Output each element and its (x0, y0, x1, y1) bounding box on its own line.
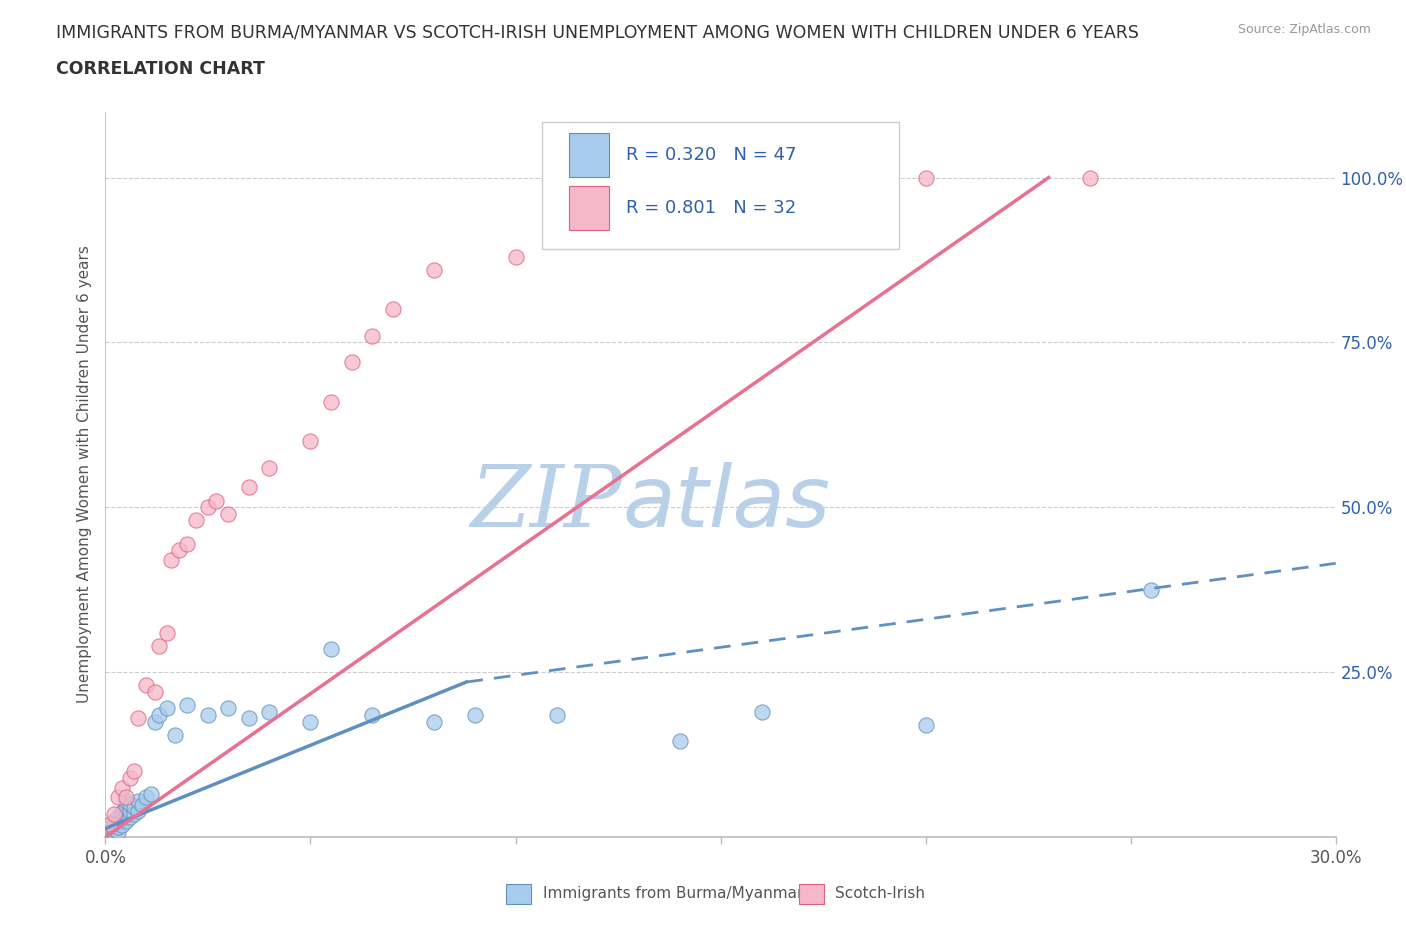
Point (127, 804, 149, 818)
Point (115, 806, 138, 821)
Point (238, 480, 260, 495)
Point (156, 625, 179, 640)
Point (103, 806, 125, 821)
Point (546, 708, 568, 723)
Point (340, 354, 363, 369)
Point (98, 817, 121, 831)
Point (115, 790, 138, 804)
Point (143, 684, 166, 699)
Point (422, 714, 444, 729)
Point (103, 826, 125, 841)
Text: CORRELATION CHART: CORRELATION CHART (56, 60, 266, 78)
Point (668, 734, 690, 749)
Point (120, 797, 141, 812)
Point (197, 708, 219, 723)
Text: atlas: atlas (621, 462, 830, 545)
Point (115, 800, 138, 815)
Point (107, 824, 129, 839)
Point (127, 793, 149, 808)
FancyBboxPatch shape (543, 123, 898, 249)
Point (148, 708, 170, 723)
Point (176, 698, 198, 712)
Point (127, 711, 149, 725)
Point (259, 460, 281, 475)
Bar (569, 133, 609, 177)
Point (107, 819, 129, 834)
Text: ZIP: ZIP (470, 462, 621, 545)
Text: Source: ZipAtlas.com: Source: ZipAtlas.com (1237, 23, 1371, 36)
Point (115, 813, 138, 828)
Point (107, 790, 129, 804)
Point (156, 701, 179, 716)
Point (165, 727, 187, 742)
Point (586, 200, 609, 215)
Point (120, 804, 141, 818)
Point (218, 507, 240, 522)
Point (381, 302, 404, 317)
Point (1140, 582, 1163, 597)
Point (135, 790, 157, 804)
Point (120, 770, 141, 785)
Point (710, 183, 733, 198)
Point (103, 813, 125, 828)
Point (122, 806, 145, 821)
Text: R = 0.801   N = 32: R = 0.801 N = 32 (626, 199, 796, 217)
Point (131, 798, 153, 813)
Point (1078, 170, 1101, 185)
Text: Immigrants from Burma/Myanmar: Immigrants from Burma/Myanmar (543, 886, 803, 901)
Point (111, 811, 134, 826)
Point (103, 817, 125, 831)
Point (464, 708, 486, 723)
Point (914, 170, 936, 185)
Y-axis label: Unemployment Among Women with Children Under 6 years: Unemployment Among Women with Children U… (77, 246, 93, 703)
Text: Scotch-Irish: Scotch-Irish (835, 886, 925, 901)
Point (107, 815, 129, 830)
Point (361, 708, 384, 723)
Text: IMMIGRANTS FROM BURMA/MYANMAR VS SCOTCH-IRISH UNEMPLOYMENT AMONG WOMEN WITH CHIL: IMMIGRANTS FROM BURMA/MYANMAR VS SCOTCH-… (56, 23, 1139, 41)
Point (218, 701, 240, 716)
Point (120, 810, 141, 825)
Text: R = 0.320   N = 47: R = 0.320 N = 47 (626, 146, 796, 164)
Point (914, 717, 936, 732)
Point (98, 826, 121, 841)
Point (135, 678, 157, 693)
Point (422, 262, 444, 277)
Point (299, 434, 322, 449)
Point (111, 817, 134, 832)
Point (319, 642, 342, 657)
Point (107, 810, 129, 825)
Point (139, 787, 162, 802)
Point (98, 823, 121, 838)
Point (122, 800, 145, 815)
Point (505, 249, 527, 264)
Point (751, 704, 773, 719)
Point (160, 552, 183, 567)
Point (115, 793, 138, 808)
Point (184, 513, 207, 528)
Point (111, 780, 134, 795)
Point (111, 804, 134, 819)
Point (259, 704, 281, 719)
Point (148, 638, 170, 653)
Point (122, 764, 145, 778)
Point (361, 328, 384, 343)
Point (299, 714, 322, 729)
Point (197, 499, 219, 514)
Point (238, 711, 260, 725)
Bar (569, 186, 609, 230)
Point (205, 493, 228, 508)
Point (143, 714, 166, 729)
Point (103, 821, 125, 836)
Point (169, 543, 191, 558)
Point (98, 819, 121, 834)
Point (176, 536, 198, 551)
Point (319, 394, 342, 409)
